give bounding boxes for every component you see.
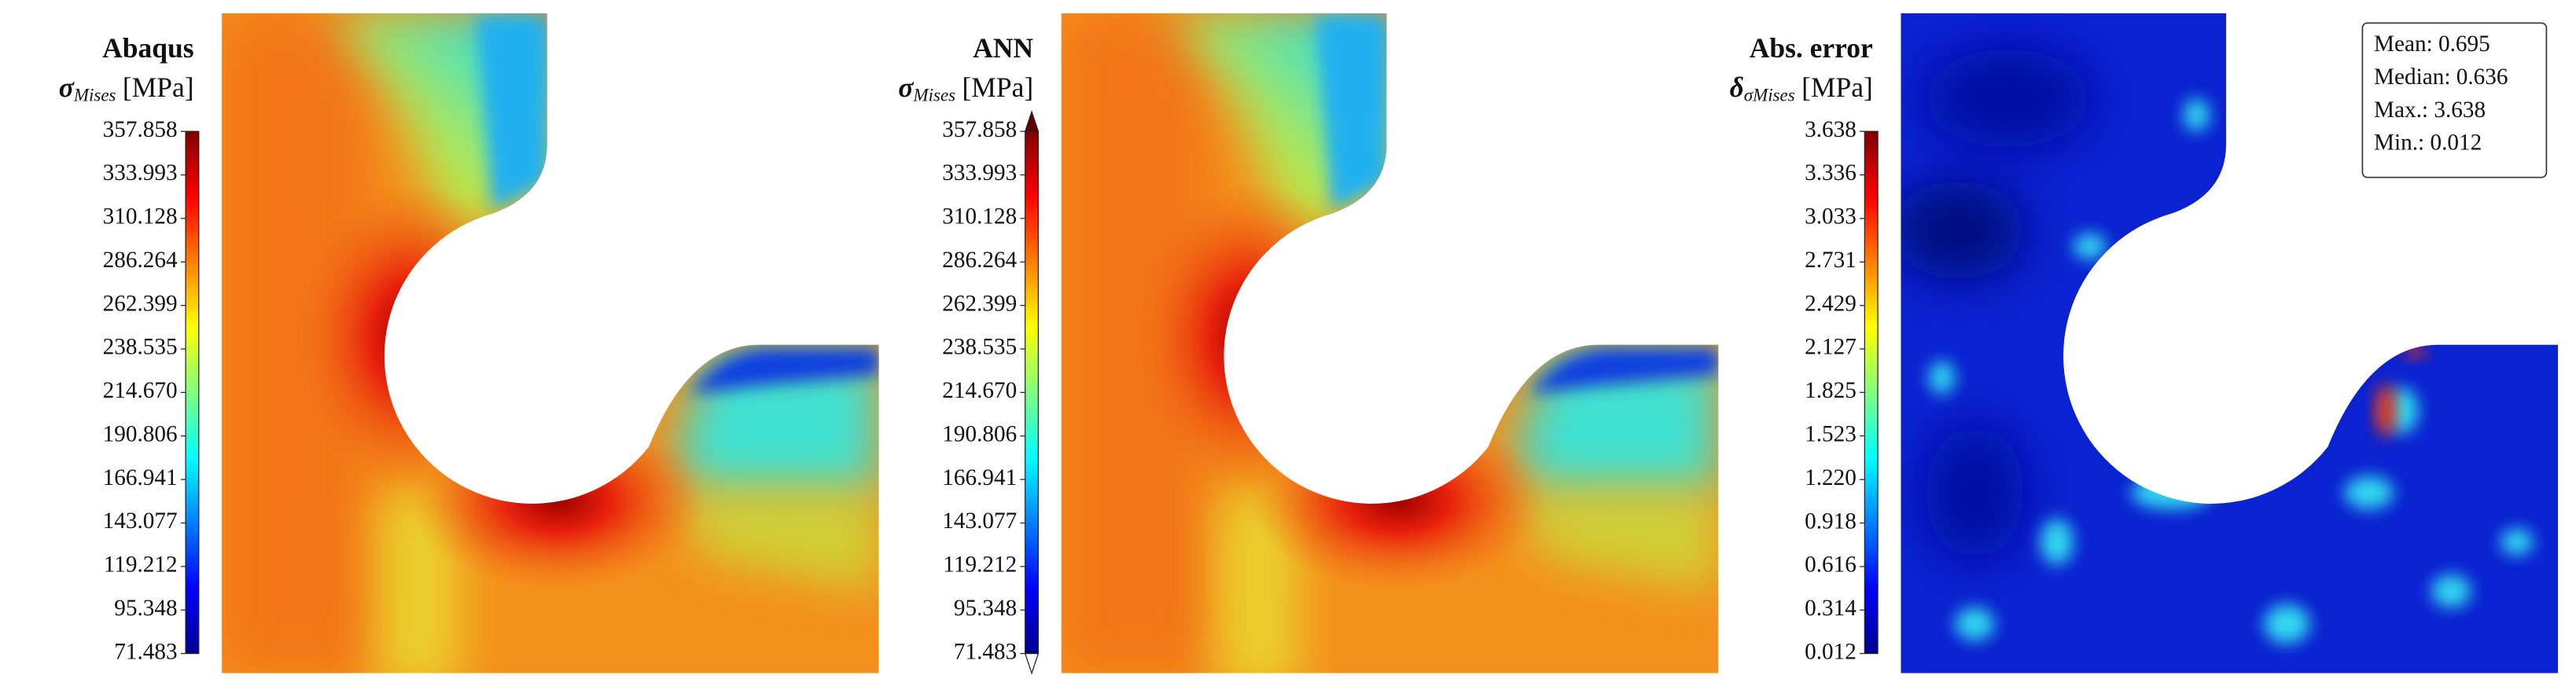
field	[222, 13, 879, 673]
field	[1061, 13, 1719, 673]
panel-title: Abaqus	[102, 32, 193, 64]
stats-text: Median: 0.636	[2374, 64, 2508, 90]
colorbar-tick-label: 238.535	[942, 335, 1017, 360]
field-top-edge	[1316, 16, 1387, 211]
field-right-edge	[1529, 347, 1719, 395]
colorbar-tick-label: 262.399	[942, 291, 1017, 316]
field-right-mid	[673, 492, 879, 592]
field-blob	[2344, 475, 2394, 509]
field-blob	[2130, 475, 2214, 509]
label-unit: [MPa]	[1801, 72, 1873, 103]
field-blob	[1928, 361, 1956, 395]
label-unit: [MPa]	[962, 72, 1033, 103]
colorbar-tick-label: 166.941	[103, 465, 178, 490]
colorbar-extend	[1024, 652, 1040, 675]
field-blob	[1901, 180, 2024, 280]
field-blob	[1925, 427, 2024, 559]
colorbar-tick-label: 95.348	[954, 596, 1017, 621]
field-blob	[2073, 233, 2107, 260]
colorbar-tick-label: 286.264	[942, 248, 1017, 273]
colorbar-label: σMises [MPa]	[59, 72, 194, 105]
field-right-mid	[1513, 492, 1719, 592]
field-blob	[2183, 98, 2210, 132]
hotspot	[1249, 410, 1547, 592]
colorbar-tick-label: 190.806	[942, 421, 1017, 446]
colorbar-tick-label: 119.212	[104, 552, 178, 578]
hotspot	[1135, 180, 1366, 493]
field-blob	[1925, 49, 2090, 149]
field-blob	[2405, 344, 2425, 358]
label-symbol: δ	[1730, 72, 1744, 103]
colorbar-tick-label: 0.918	[1805, 508, 1857, 534]
colorbar-tick-label: 310.128	[942, 204, 1017, 229]
colorbar-tick-label: 71.483	[114, 639, 177, 664]
colorbar-tick-label: 190.806	[103, 421, 178, 446]
field-blob	[2040, 519, 2074, 565]
colorbar-tick-label: 0.314	[1805, 596, 1857, 621]
colorbar-tick-label: 3.033	[1805, 204, 1857, 229]
panel: ANN σMises [MPa] 71.483 95.348 119.212 143.077…	[898, 13, 1719, 675]
colorbar-tick-label: 286.264	[103, 248, 178, 273]
colorbar-tick-label: 166.941	[942, 465, 1017, 490]
hotspot	[296, 180, 526, 493]
colorbar-tick-label: 1.825	[1805, 378, 1857, 403]
colorbar	[1025, 130, 1040, 655]
field-blob	[2116, 402, 2162, 435]
colorbar-tick-label: 214.670	[103, 378, 178, 403]
colorbar-tick-label: 95.348	[114, 596, 177, 621]
field-top-edge	[476, 16, 547, 211]
colorbar-tick-label: 262.399	[103, 291, 178, 316]
colorbar-tick-label: 3.336	[1805, 160, 1857, 185]
stats-text: Min.: 0.012	[2374, 130, 2482, 156]
colorbar	[185, 130, 200, 655]
label-symbol: σ	[898, 72, 914, 103]
colorbar-tick-label: 357.858	[942, 117, 1017, 142]
hotspot	[410, 410, 707, 592]
label-subscript: Mises	[912, 86, 955, 105]
colorbar-extend	[1024, 110, 1040, 132]
label-subscript: Mises	[73, 86, 116, 105]
colorbar-label: σMises [MPa]	[898, 72, 1033, 105]
colorbar-tick-label: 0.012	[1805, 639, 1857, 664]
colorbar	[1864, 130, 1879, 655]
panel-title: Abs. error	[1750, 32, 1873, 64]
colorbar-label: δσMises [MPa]	[1730, 72, 1873, 105]
colorbar-tick-label: 143.077	[103, 508, 178, 534]
colorbar-tick-label: 71.483	[954, 639, 1017, 664]
colorbar-tick-label: 214.670	[942, 378, 1017, 403]
label-subscript: σMises	[1744, 86, 1795, 105]
field-blob	[1955, 607, 1995, 640]
colorbar-tick-label: 1.523	[1805, 421, 1857, 446]
colorbar-tick-label: 119.212	[943, 552, 1017, 578]
field-blob	[2431, 574, 2471, 608]
field-blob	[2500, 528, 2534, 556]
colorbar-tick-label: 333.993	[103, 160, 178, 185]
label-symbol: σ	[59, 72, 75, 103]
label-unit: [MPa]	[123, 72, 194, 103]
colorbar-tick-label: 0.616	[1805, 552, 1857, 578]
colorbar-tick-label: 143.077	[942, 508, 1017, 534]
colorbar-tick-label: 357.858	[103, 117, 178, 142]
field-blob	[2375, 384, 2396, 437]
colorbar-tick-label: 2.127	[1805, 335, 1857, 360]
colorbar-tick-label: 1.220	[1805, 465, 1857, 490]
colorbar-tick-label: 2.731	[1805, 248, 1857, 273]
colorbar-tick-label: 310.128	[103, 204, 178, 229]
stats-text: Mean: 0.695	[2374, 31, 2490, 57]
colorbar-tick-label: 333.993	[942, 160, 1017, 185]
colorbar-tick-label: 2.429	[1805, 291, 1857, 316]
panel-title: ANN	[973, 32, 1033, 64]
field-blob	[2264, 604, 2310, 644]
stats-text: Max.: 3.638	[2374, 97, 2486, 123]
colorbar-tick-label: 3.638	[1805, 117, 1857, 142]
field-right-edge	[690, 347, 879, 395]
colorbar-tick-label: 238.535	[103, 335, 178, 360]
stats-box	[2361, 22, 2548, 178]
